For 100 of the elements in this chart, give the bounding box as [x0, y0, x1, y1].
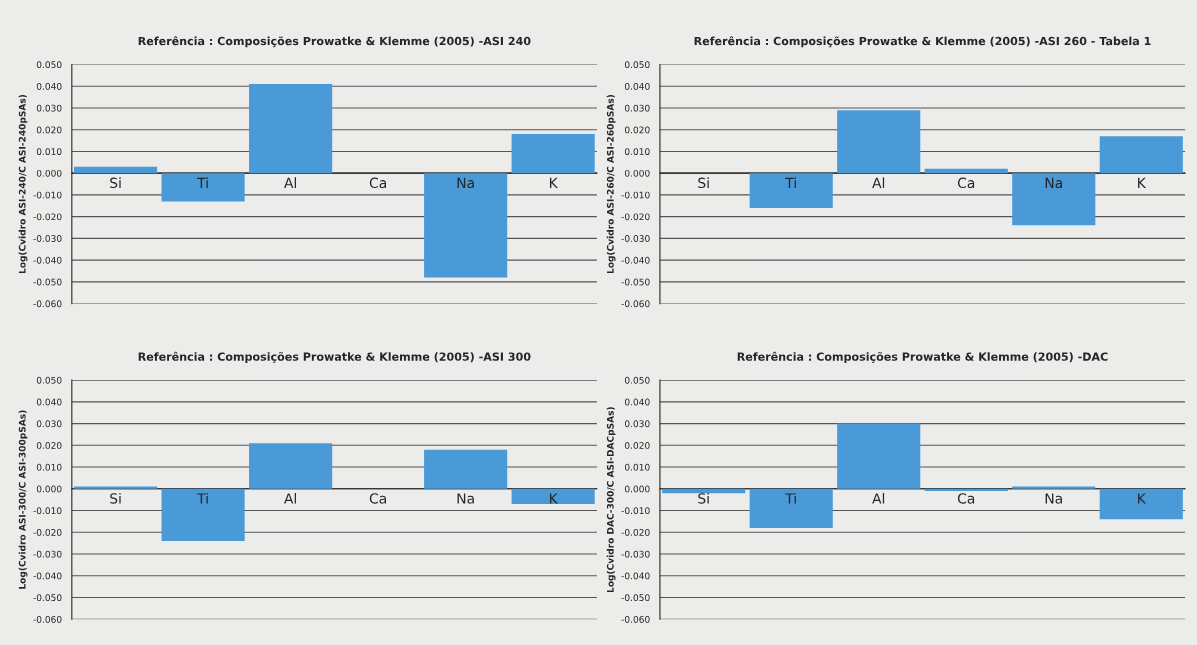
y-tick-label: -0.010: [621, 191, 650, 199]
y-tick-label: 0.000: [624, 169, 650, 177]
bar: [424, 173, 508, 278]
y-tick-label: 0.010: [36, 148, 62, 155]
y-tick-label: -0.030: [33, 550, 62, 558]
bar: [749, 173, 833, 208]
y-tick-label: 0.010: [36, 463, 62, 471]
x-tick-label: K: [549, 493, 559, 504]
y-tick-label: -0.040: [33, 572, 62, 580]
x-tick-label: K: [1138, 177, 1147, 188]
y-tick-label: -0.030: [33, 235, 62, 242]
x-tick-label: K: [1138, 493, 1147, 504]
bar: [1012, 486, 1096, 489]
y-tick-label: -0.040: [33, 256, 62, 264]
y-tick-label: 0.000: [36, 485, 62, 493]
bar: [74, 166, 158, 174]
y-tick-label: 0.030: [36, 420, 62, 428]
y-tick-label: -0.010: [33, 191, 62, 199]
bar: [1012, 173, 1096, 226]
y-axis-title: Log(Cvidro ASI-300/C ASI-300pSAs): [18, 410, 28, 589]
bar: [749, 488, 833, 528]
x-tick-label: Al: [284, 492, 296, 504]
bar: [837, 423, 921, 489]
y-tick-label: -0.030: [621, 235, 650, 242]
y-tick-label: 0.050: [36, 61, 62, 69]
bar: [74, 486, 158, 489]
bar: [249, 443, 333, 489]
x-tick-label: Na: [457, 177, 474, 189]
bar: [161, 173, 245, 202]
bar: [511, 488, 595, 504]
x-tick-label: Ca: [957, 177, 975, 189]
y-tick-label: 0.040: [36, 398, 62, 406]
y-tick-label: 0.000: [624, 485, 650, 493]
x-tick-label: Al: [284, 177, 296, 188]
y-tick-label: 0.040: [624, 82, 650, 90]
x-tick-label: Ti: [197, 492, 208, 504]
x-tick-label: Na: [1045, 177, 1062, 189]
y-tick-label: -0.040: [621, 256, 650, 264]
bar: [1099, 136, 1183, 174]
y-tick-label: -0.040: [621, 572, 650, 580]
y-tick-label: 0.020: [624, 126, 650, 134]
y-tick-label: 0.040: [36, 82, 62, 90]
x-tick-label: Ti: [197, 177, 208, 188]
y-tick-label: 0.050: [36, 376, 62, 384]
chart-title: Referência : Composições Prowatke & Klemme (2005) -ASI 240: [138, 36, 531, 48]
y-tick-label: -0.050: [621, 594, 650, 602]
bar: [424, 449, 508, 489]
y-tick-label: -0.060: [621, 615, 650, 623]
y-tick-label: -0.020: [33, 213, 62, 221]
chart-title: Referência : Composições Prowatke & Klemme (2005) -ASI 260 - Tabela 1: [694, 36, 1151, 48]
y-tick-label: 0.050: [624, 61, 650, 69]
y-tick-label: -0.060: [33, 300, 62, 308]
y-tick-label: 0.030: [624, 104, 650, 112]
chart-title: Referência : Composições Prowatke & Klemme (2005) -ASI 300: [138, 351, 531, 363]
x-tick-label: Si: [110, 177, 121, 189]
y-tick-label: -0.060: [621, 300, 650, 308]
y-tick-label: -0.020: [33, 528, 62, 536]
x-tick-label: Si: [698, 492, 709, 504]
x-tick-label: Ti: [785, 492, 796, 504]
bar: [924, 168, 1008, 174]
x-tick-label: Al: [872, 177, 885, 188]
y-tick-label: 0.020: [36, 442, 62, 449]
chart-title: Referência : Composições Prowatke & Klemme (2005) -DAC: [737, 351, 1108, 363]
y-tick-label: -0.010: [33, 507, 62, 515]
y-tick-label: -0.050: [621, 278, 650, 286]
y-tick-label: 0.000: [36, 169, 62, 177]
y-tick-label: 0.030: [36, 104, 62, 112]
y-axis-title: Log(Cvidro DAC-300/C ASI-DACpSAs): [606, 407, 616, 593]
y-tick-label: -0.010: [621, 507, 650, 515]
y-axis-title: Log(Cvidro ASI-260/C ASI-260pSAs): [606, 94, 616, 274]
y-axis-title: Log(Cvidro ASI-240/C ASI-240pSAs): [18, 94, 28, 274]
x-tick-label: K: [549, 177, 559, 188]
y-tick-label: -0.030: [621, 550, 650, 558]
x-tick-label: Al: [872, 492, 885, 504]
x-tick-label: Na: [1045, 493, 1062, 504]
y-tick-label: -0.050: [33, 594, 62, 602]
y-tick-label: 0.020: [36, 126, 62, 134]
bar: [662, 488, 746, 494]
bar: [837, 110, 921, 174]
y-tick-label: 0.020: [624, 442, 650, 449]
bar: [924, 488, 1008, 491]
x-tick-label: Ca: [957, 493, 975, 504]
y-tick-label: 0.050: [624, 376, 650, 384]
bar: [511, 134, 595, 174]
y-tick-label: -0.020: [621, 528, 650, 536]
bar: [1099, 488, 1183, 520]
bar: [161, 488, 245, 541]
x-tick-label: Ca: [369, 177, 386, 189]
y-tick-label: -0.020: [621, 213, 650, 221]
x-tick-label: Ti: [785, 177, 796, 188]
y-tick-label: 0.010: [624, 463, 650, 471]
y-tick-label: 0.010: [624, 148, 650, 155]
x-tick-label: Si: [698, 177, 709, 189]
y-tick-label: 0.030: [624, 420, 650, 428]
x-tick-label: Si: [110, 492, 121, 504]
y-tick-label: -0.060: [33, 615, 62, 623]
bar: [249, 84, 333, 174]
y-tick-label: -0.050: [33, 278, 62, 286]
y-tick-label: 0.040: [624, 398, 650, 406]
x-tick-label: Ca: [369, 493, 386, 504]
